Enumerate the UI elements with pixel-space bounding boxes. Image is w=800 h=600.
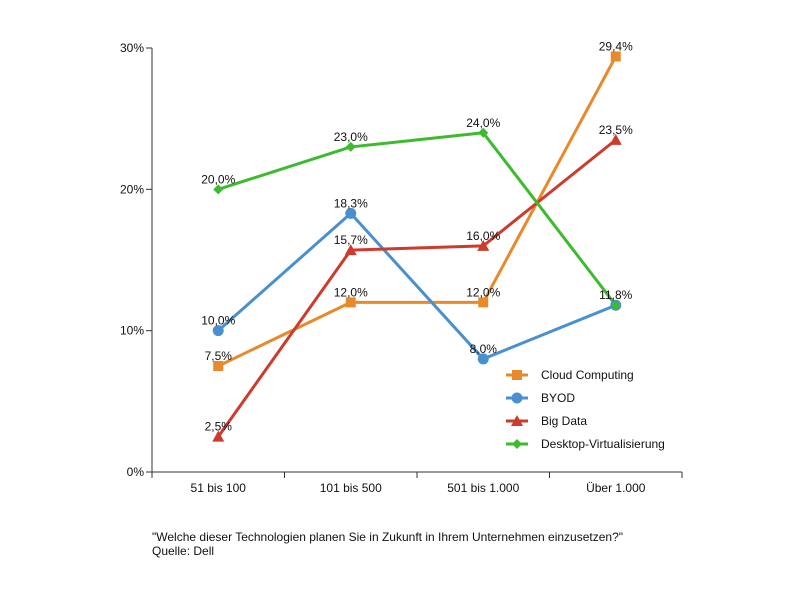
data-point bbox=[212, 325, 224, 337]
data-point bbox=[477, 239, 490, 251]
legend-label: Desktop-Virtualisierung bbox=[541, 437, 665, 451]
data-label: 12,0% bbox=[334, 285, 368, 299]
x-tick-label: Über 1.000 bbox=[586, 481, 646, 495]
legend-marker bbox=[511, 392, 523, 404]
data-label: 8,0% bbox=[470, 342, 498, 356]
data-point bbox=[213, 184, 224, 195]
y-tick-label: 30% bbox=[120, 41, 144, 55]
data-label: 23,5% bbox=[599, 123, 633, 137]
y-tick-label: 20% bbox=[120, 182, 144, 196]
data-point bbox=[345, 141, 356, 152]
data-label: 29,4% bbox=[599, 39, 633, 53]
data-point bbox=[213, 361, 224, 371]
data-label: 11,8% bbox=[599, 288, 632, 302]
legend-label: Big Data bbox=[541, 414, 587, 428]
x-tick-label: 101 bis 500 bbox=[320, 481, 382, 495]
y-tick-label: 0% bbox=[127, 465, 145, 479]
series-line-3 bbox=[216, 131, 618, 307]
data-point bbox=[212, 430, 225, 442]
series-line-0 bbox=[216, 54, 618, 368]
source-note: Quelle: Dell bbox=[152, 544, 215, 558]
data-point bbox=[345, 297, 356, 308]
data-label: 7,5% bbox=[205, 349, 233, 363]
data-label: 18,3% bbox=[334, 196, 368, 210]
data-label: 2,5% bbox=[205, 420, 233, 434]
data-label: 20,0% bbox=[201, 172, 235, 186]
data-point bbox=[477, 353, 489, 365]
data-label: 16,0% bbox=[466, 229, 500, 243]
survey-question: "Welche dieser Technologien planen Sie i… bbox=[152, 530, 624, 544]
data-point bbox=[478, 127, 489, 138]
data-label: 10,0% bbox=[201, 314, 235, 328]
data-point bbox=[610, 51, 621, 62]
data-point bbox=[345, 207, 357, 219]
legend-label: BYOD bbox=[541, 391, 575, 405]
data-label: 24,0% bbox=[466, 116, 500, 130]
data-label: 15,7% bbox=[334, 233, 368, 247]
series-line-2 bbox=[216, 138, 618, 439]
legend-label: Cloud Computing bbox=[541, 368, 634, 382]
legend-marker bbox=[512, 370, 522, 380]
legend-marker bbox=[512, 439, 522, 449]
x-tick-label: 51 bis 100 bbox=[191, 481, 247, 495]
data-label: 23,0% bbox=[334, 130, 368, 144]
data-point bbox=[344, 244, 357, 256]
series-line-1 bbox=[216, 211, 618, 361]
data-point bbox=[609, 133, 622, 145]
data-point bbox=[478, 297, 489, 308]
chart-footer: "Welche dieser Technologien planen Sie i… bbox=[152, 530, 623, 558]
y-tick-label: 10% bbox=[120, 324, 144, 338]
data-label: 12,0% bbox=[466, 285, 500, 299]
x-tick-label: 501 bis 1.000 bbox=[447, 481, 519, 495]
legend-marker bbox=[511, 415, 523, 426]
data-point bbox=[610, 300, 621, 311]
